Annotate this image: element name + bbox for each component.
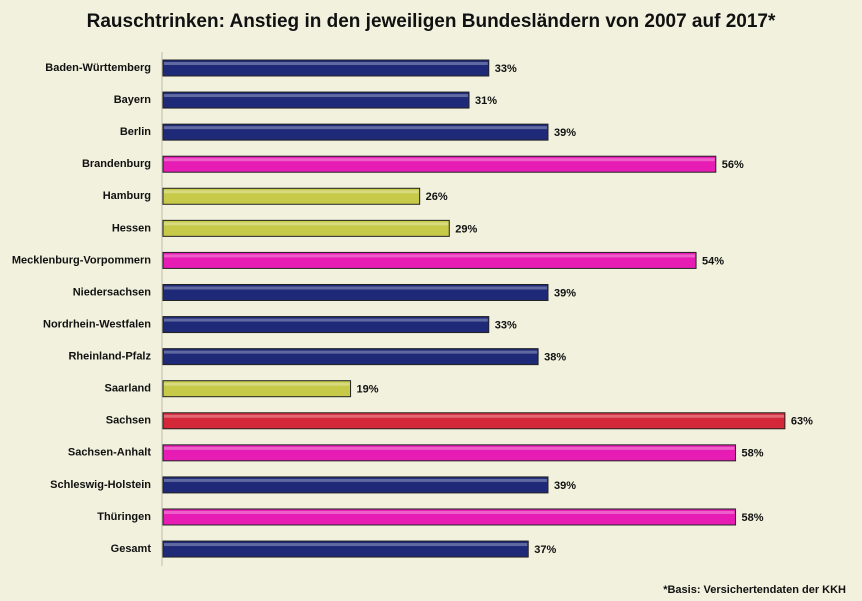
category-label: Schleswig-Holstein [50, 479, 151, 491]
footnote: *Basis: Versichertendaten der KKH [663, 584, 846, 596]
chart-title: Rauschtrinken: Anstieg in den jeweiligen… [87, 11, 776, 32]
category-label: Nordrhein-Westfalen [43, 318, 151, 330]
category-label: Berlin [120, 126, 151, 138]
bar [162, 219, 450, 237]
bar-highlight [164, 126, 547, 130]
value-label: 39% [554, 127, 576, 139]
bar [162, 412, 786, 430]
bar-highlight [164, 510, 735, 514]
value-label: 63% [791, 416, 813, 428]
bar [162, 91, 470, 109]
value-label: 56% [722, 159, 744, 171]
bar-highlight [164, 94, 469, 98]
category-label: Baden-Württemberg [45, 62, 151, 74]
bar-highlight [164, 350, 538, 354]
bar [162, 283, 549, 301]
bar-highlight [164, 286, 547, 290]
category-label: Thüringen [97, 511, 151, 523]
value-label: 29% [455, 223, 477, 235]
bar-highlight [164, 222, 449, 226]
category-label: Hessen [112, 222, 151, 234]
category-label: Mecklenburg-Vorpommern [12, 254, 151, 266]
bar-highlight [164, 382, 350, 386]
bar [162, 476, 549, 494]
bar [162, 251, 697, 269]
bar [162, 187, 421, 205]
bar-highlight [164, 318, 488, 322]
value-label: 54% [702, 255, 724, 267]
value-label: 33% [495, 63, 517, 75]
value-label: 37% [534, 544, 556, 556]
bar [162, 155, 717, 173]
bar-highlight [164, 158, 715, 162]
category-label: Sachsen-Anhalt [68, 447, 151, 459]
value-label: 58% [742, 512, 764, 524]
bar-highlight [164, 62, 488, 65]
value-label: 31% [475, 95, 497, 107]
bar-highlight [164, 478, 547, 482]
bar [162, 540, 529, 558]
bar [162, 444, 737, 462]
bar-highlight [164, 446, 735, 450]
bar-highlight [164, 254, 696, 258]
bar [162, 508, 737, 526]
value-label: 39% [554, 287, 576, 299]
bar [162, 59, 490, 77]
category-label: Hamburg [103, 190, 151, 202]
category-label: Gesamt [111, 543, 152, 555]
value-label: 58% [742, 448, 764, 460]
bar [162, 380, 352, 398]
bar [162, 316, 490, 334]
bar-highlight [164, 543, 528, 547]
value-label: 33% [495, 319, 517, 331]
bar-highlight [164, 414, 784, 418]
value-label: 26% [426, 191, 448, 203]
value-label: 39% [554, 480, 576, 492]
bar [162, 123, 549, 141]
category-label: Brandenburg [82, 158, 151, 170]
category-label: Bayern [114, 94, 152, 106]
category-label: Saarland [105, 383, 151, 395]
bar [162, 348, 539, 366]
value-label: 19% [357, 384, 379, 396]
category-label: Niedersachsen [73, 286, 152, 298]
value-label: 38% [544, 352, 566, 364]
category-label: Rheinland-Pfalz [68, 351, 151, 363]
bar-highlight [164, 190, 419, 194]
category-label: Sachsen [106, 415, 152, 427]
